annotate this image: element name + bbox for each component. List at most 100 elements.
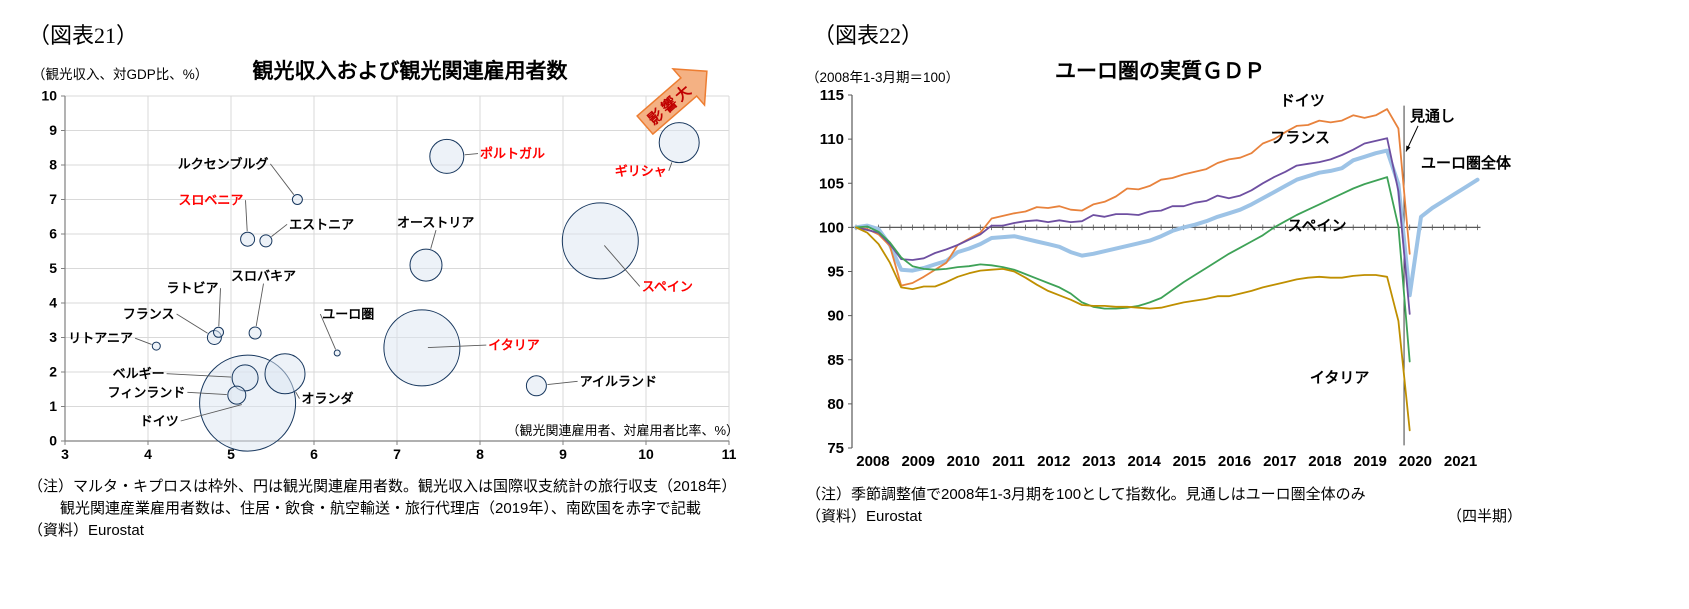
x-tick-label: 10	[638, 446, 654, 462]
series-label: ユーロ圏全体	[1421, 154, 1512, 172]
leader-line	[319, 313, 337, 350]
bubble	[525, 375, 547, 397]
leader-line	[668, 162, 673, 171]
series-label: ドイツ	[1280, 92, 1325, 109]
country-label: ドイツ	[140, 413, 179, 428]
country-label: ギリシャ	[615, 163, 667, 178]
bubble	[240, 231, 256, 247]
leader-line	[603, 245, 641, 287]
leader-line	[134, 337, 152, 345]
y-tick-label: 115	[820, 87, 844, 104]
leader-line	[430, 229, 437, 249]
y-tick-label: 105	[819, 175, 844, 192]
bubble	[561, 202, 639, 280]
bubble	[333, 349, 341, 357]
x-tick-label: 6	[310, 446, 318, 462]
figure-22-label: （図表22）	[813, 23, 924, 48]
y-tick-label: 3	[49, 329, 57, 345]
series-line	[855, 108, 1411, 287]
year-label: 2009	[901, 453, 934, 470]
y-tick-label: 9	[49, 122, 57, 138]
y-tick-label: 80	[827, 396, 844, 413]
series-line	[855, 176, 1411, 363]
y-tick-label: 4	[49, 295, 57, 311]
leader-line	[427, 344, 487, 349]
country-label: リトアニア	[68, 331, 133, 346]
bubble	[151, 341, 161, 351]
year-label: 2017	[1263, 453, 1296, 470]
year-label: 2019	[1353, 453, 1386, 470]
x-axis-unit-label: （観光関連雇用者、対雇用者比率、%）	[506, 423, 739, 438]
x-tick-label: 3	[61, 446, 69, 462]
country-label: オランダ	[302, 391, 354, 406]
bubble	[429, 138, 465, 174]
country-label: ルクセンブルグ	[178, 156, 269, 171]
series-line	[854, 148, 1480, 298]
y-tick-label: 7	[49, 191, 57, 207]
year-label: 2014	[1127, 453, 1161, 470]
y-tick-label: 85	[827, 352, 844, 369]
fig21-source: （資料）Eurostat	[28, 522, 144, 539]
series-label: スペイン	[1288, 218, 1347, 235]
country-label: フィンランド	[108, 385, 186, 400]
y-tick-label: 110	[820, 131, 844, 148]
leader-line	[245, 200, 248, 232]
bubble	[213, 326, 224, 338]
country-label: フランス	[123, 307, 175, 322]
fig21-note-line1: （注）マルタ・キプロスは枠外、円は観光関連雇用者数。観光収入は国際収支統計の旅行…	[28, 478, 737, 495]
fig22-index-base-note: （2008年1-3月期＝100）	[806, 70, 960, 85]
x-tick-label: 5	[227, 446, 235, 462]
figure-21-label: （図表21）	[28, 23, 139, 48]
year-label: 2021	[1444, 453, 1477, 470]
bubble	[264, 353, 306, 395]
bubble	[383, 309, 461, 387]
leader-line	[295, 391, 300, 399]
country-label: ユーロ圏	[322, 307, 374, 322]
fig21-y-axis-unit: （観光収入、対GDP比、%）	[32, 67, 209, 82]
fig22-source: （資料）Eurostat	[806, 508, 922, 525]
country-label: イタリア	[488, 338, 539, 353]
y-tick-label: 100	[819, 219, 844, 236]
fig22-title: ユーロ圏の実質ＧＤＰ	[1055, 60, 1265, 83]
y-tick-label: 90	[827, 308, 844, 325]
year-label: 2010	[947, 453, 980, 470]
y-tick-label: 75	[827, 440, 844, 457]
leader-line	[176, 313, 208, 334]
year-label: 2011	[992, 453, 1025, 470]
year-label: 2015	[1173, 453, 1206, 470]
y-tick-label: 10	[41, 88, 57, 104]
bubble	[291, 194, 303, 205]
x-tick-label: 4	[144, 446, 152, 462]
year-label: 2013	[1082, 453, 1115, 470]
impact-arrow-shape	[636, 67, 708, 136]
y-tick-label: 2	[49, 364, 57, 380]
fig22-notes: （注）季節調整値で2008年1-3月期を100として指数化。見通しはユーロ圏全体…	[806, 484, 1366, 528]
country-label: オーストリア	[397, 215, 474, 230]
country-label: スペイン	[642, 279, 693, 294]
leader-line	[187, 391, 227, 396]
year-label: 2008	[856, 453, 889, 470]
x-tick-label: 7	[393, 446, 401, 462]
y-tick-label: 8	[49, 157, 57, 173]
leader-line	[464, 153, 479, 156]
series-line	[855, 226, 1411, 432]
bubble	[409, 248, 443, 282]
year-label: 2012	[1037, 453, 1070, 470]
country-label: スロベニア	[178, 193, 243, 208]
country-label: スロバキア	[231, 269, 296, 284]
fig21-title: 観光収入および観光関連雇用者数	[252, 60, 568, 83]
y-tick-label: 1	[49, 398, 57, 414]
leader-line	[270, 163, 295, 195]
bubble	[658, 122, 700, 164]
series-line	[855, 137, 1411, 315]
fig21-note-line2: 観光関連産業雇用者数は、住居・飲食・航空輸送・旅行代理店（2019年）、南欧国を…	[60, 500, 701, 517]
x-tick-label: 11	[722, 446, 737, 462]
leader-line	[166, 373, 232, 378]
forecast-arrowhead	[1406, 145, 1411, 152]
y-tick-label: 0	[49, 433, 57, 449]
y-tick-label: 5	[49, 260, 57, 276]
forecast-label: 見通し	[1409, 108, 1455, 125]
leader-line	[547, 380, 578, 386]
x-tick-label: 9	[559, 446, 567, 462]
